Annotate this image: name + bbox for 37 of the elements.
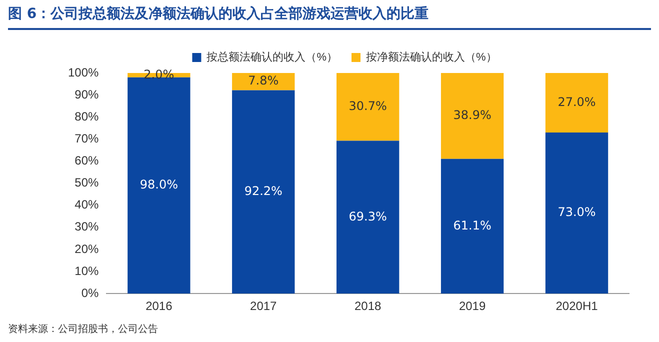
text: 资料来源：公司招股书，公司公告 bbox=[8, 322, 158, 336]
x-tick-label: 2020H1 bbox=[556, 299, 598, 314]
data-label: 30.7% bbox=[348, 98, 387, 113]
bar bbox=[128, 77, 190, 294]
y-tick-label: 100% bbox=[68, 65, 100, 80]
data-label: 69.3% bbox=[348, 209, 387, 224]
data-label: 92.2% bbox=[244, 184, 282, 198]
y-tick-label: 40% bbox=[74, 198, 100, 212]
x-tick-label: 2016 bbox=[146, 299, 173, 314]
data-label: 73.0% bbox=[558, 205, 596, 220]
y-tick-label: 90% bbox=[74, 87, 100, 102]
bar bbox=[440, 158, 504, 294]
y-tick-label: 10% bbox=[74, 264, 100, 278]
bar bbox=[545, 132, 608, 294]
x-tick-label: 2017 bbox=[250, 299, 278, 314]
y-tick-label: 60% bbox=[74, 154, 100, 168]
bar bbox=[336, 73, 400, 141]
data-label: 7.8% bbox=[248, 74, 279, 88]
bar bbox=[336, 140, 400, 294]
y-tick-label: 50% bbox=[74, 176, 100, 190]
x-tick-label: 2018 bbox=[354, 299, 382, 314]
chart-title: 图 6：公司按总额法及净额法确认的收入占全部游戏运营收入的比重 bbox=[8, 5, 651, 30]
data-label: 98.0% bbox=[140, 178, 178, 192]
x-tick-label: 2019 bbox=[458, 299, 486, 314]
bar bbox=[545, 73, 608, 133]
data-label: 61.1% bbox=[453, 218, 492, 232]
y-tick-label: 20% bbox=[74, 242, 100, 256]
y-tick-label: 0% bbox=[81, 286, 100, 300]
y-tick-label: 70% bbox=[74, 131, 100, 146]
y-tick-label: 30% bbox=[74, 220, 100, 234]
data-label: 38.9% bbox=[453, 108, 492, 122]
y-tick-label: 80% bbox=[74, 109, 100, 124]
legend-label: 按净额法确认的收入（%） bbox=[366, 50, 497, 64]
legend-label: 按总额法确认的收入（%） bbox=[206, 50, 338, 64]
bar bbox=[440, 73, 504, 159]
data-label: 27.0% bbox=[558, 94, 596, 109]
bar bbox=[232, 90, 295, 294]
